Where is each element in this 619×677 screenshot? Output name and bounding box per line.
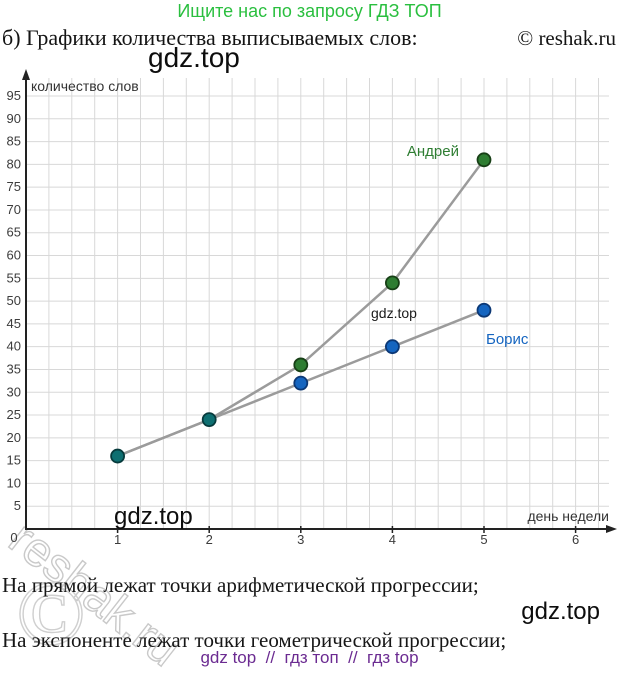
x-tick-label: 4 bbox=[389, 532, 396, 547]
x-tick-label: 2 bbox=[206, 532, 213, 547]
answer-line-geometric: На экспоненте лежат точки геометрической… bbox=[2, 628, 507, 652]
y-tick-label: 15 bbox=[7, 453, 21, 468]
y-tick-label: 75 bbox=[7, 179, 21, 194]
y-tick-label: 55 bbox=[7, 270, 21, 285]
x-tick-label-origin: 0 bbox=[10, 530, 17, 545]
y-tick-label: 10 bbox=[7, 475, 21, 490]
data-point-andrey bbox=[476, 152, 492, 168]
y-tick-label: 20 bbox=[7, 430, 21, 445]
x-tick-label: 3 bbox=[297, 532, 304, 547]
footer-keywords: gdz top // гдз топ // гдз top bbox=[200, 648, 419, 667]
data-point-shared bbox=[201, 412, 217, 428]
data-point-boris bbox=[384, 339, 400, 355]
y-tick-label: 80 bbox=[7, 156, 21, 171]
data-point-boris bbox=[293, 375, 309, 391]
y-tick-label: 50 bbox=[7, 293, 21, 308]
gdztop-watermark-inchart: gdz.top bbox=[114, 503, 193, 530]
copyright-outline-icon: © bbox=[16, 562, 86, 664]
y-tick-label: 35 bbox=[7, 361, 21, 376]
y-tick-label: 25 bbox=[7, 407, 21, 422]
data-point-boris bbox=[476, 302, 492, 318]
series-label-andrey: Андрей bbox=[407, 143, 459, 160]
y-tick-label: 45 bbox=[7, 316, 21, 331]
copyright-label: © reshak.ru bbox=[517, 26, 616, 50]
y-tick-label: 65 bbox=[7, 225, 21, 240]
y-tick-label: 5 bbox=[14, 498, 21, 513]
y-tick-label: 85 bbox=[7, 134, 21, 149]
y-tick-label: 70 bbox=[7, 202, 21, 217]
y-tick-label: 30 bbox=[7, 384, 21, 399]
x-axis-title: день недели bbox=[527, 508, 609, 524]
gdztop-watermark-right: gdz.top bbox=[521, 598, 600, 625]
data-point-andrey bbox=[293, 357, 309, 373]
gdztop-watermark-large: gdz.top bbox=[148, 42, 240, 73]
page-title: б) Графики количества выписываемых слов: bbox=[2, 25, 418, 50]
y-tick-label: 60 bbox=[7, 248, 21, 263]
data-point-andrey bbox=[384, 275, 400, 291]
answer-line-arithmetic: На прямой лежат точки арифметической про… bbox=[2, 573, 479, 597]
promo-banner: Ищите нас по запросу ГДЗ ТОП bbox=[177, 1, 442, 21]
y-tick-label: 95 bbox=[7, 88, 21, 103]
y-axis-arrow-icon bbox=[22, 69, 30, 80]
x-axis-arrow-icon bbox=[606, 525, 617, 533]
y-tick-label: 90 bbox=[7, 111, 21, 126]
y-tick-label: 40 bbox=[7, 339, 21, 354]
gdztop-watermark-inchart-small: gdz.top bbox=[371, 305, 417, 321]
x-tick-label: 5 bbox=[480, 532, 487, 547]
x-tick-label: 6 bbox=[572, 532, 579, 547]
y-axis-title: количество слов bbox=[31, 78, 139, 94]
data-point-shared bbox=[110, 448, 125, 464]
x-tick-label: 1 bbox=[114, 532, 121, 547]
series-label-boris: Борис bbox=[486, 331, 529, 348]
